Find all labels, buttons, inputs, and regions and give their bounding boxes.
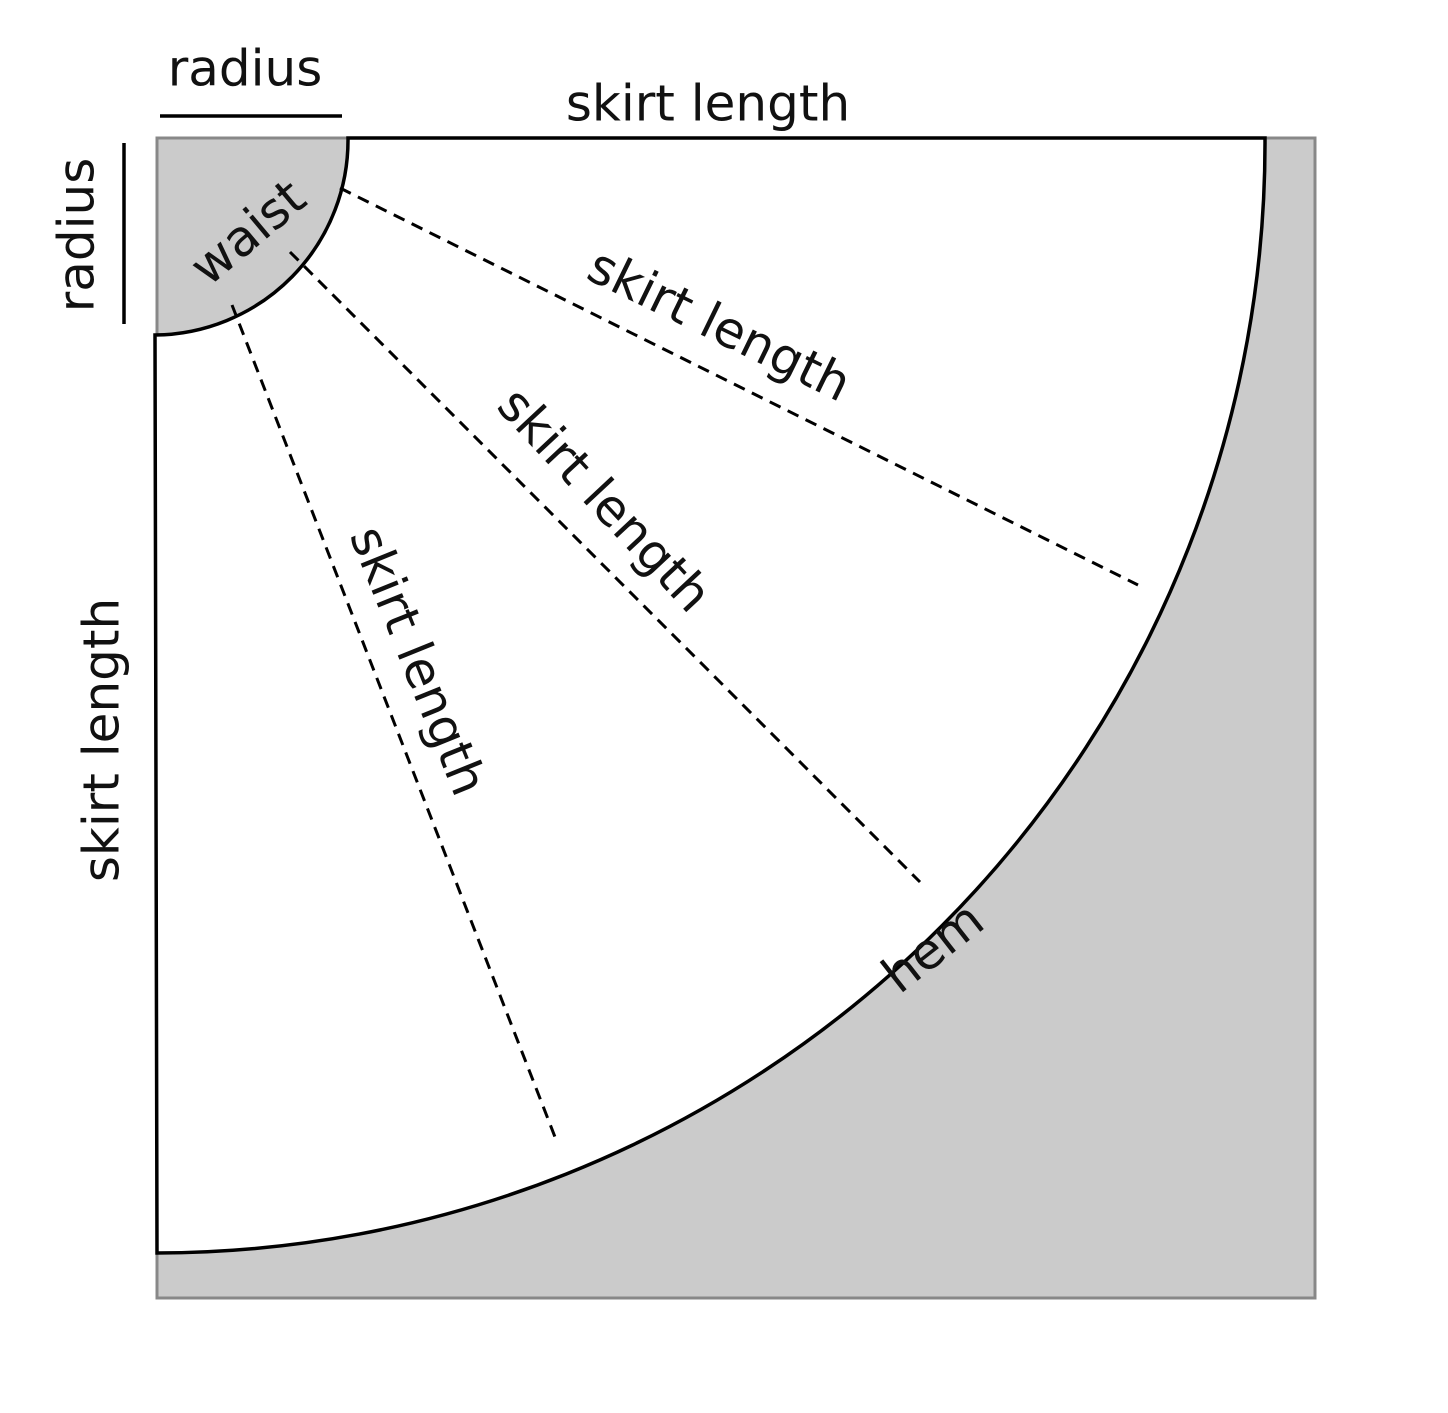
label: radius <box>168 40 323 98</box>
dashed-line <box>288 250 922 884</box>
label: radius <box>48 158 106 313</box>
dashed-line <box>230 304 557 1138</box>
dashed-line <box>339 186 1139 587</box>
skirt-piece <box>153 136 1267 1255</box>
label: skirt length <box>73 598 131 882</box>
label: skirt length <box>566 75 850 133</box>
dashed-lines <box>230 186 1139 1138</box>
